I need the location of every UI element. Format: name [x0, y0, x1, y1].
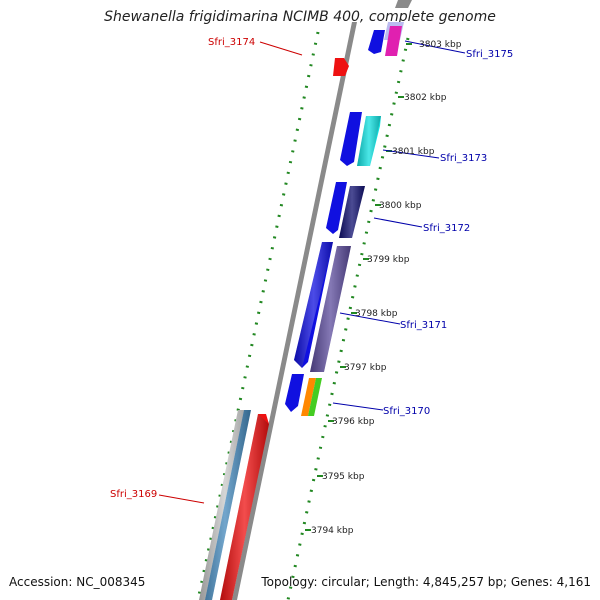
gene-orange-3170[interactable] — [301, 378, 316, 416]
ruler-ticks — [305, 43, 412, 531]
gene-label-sfri-3174[interactable]: Sfri_3174 — [208, 37, 255, 48]
leader-line-3173 — [382, 149, 440, 159]
gene-magenta-top[interactable] — [385, 26, 402, 56]
ruler-track-left — [196, 31, 320, 600]
ruler-label: 3798 kbp — [355, 309, 398, 319]
ruler-labels: 3803 kbp 3802 kbp 3801 kbp 3800 kbp 3799… — [311, 40, 462, 536]
leader-line-3174 — [259, 41, 303, 56]
ruler-label: 3801 kbp — [392, 147, 435, 157]
gene-shading — [199, 116, 381, 600]
gene-label-sfri-3171[interactable]: Sfri_3171 — [400, 320, 447, 331]
gene-labels: Sfri_3174 Sfri_3175 Sfri_3173 Sfri_3172 … — [110, 37, 513, 500]
ruler-label: 3800 kbp — [379, 201, 422, 211]
gene-blue-3172[interactable] — [326, 182, 347, 234]
gene-label-sfri-3169[interactable]: Sfri_3169 — [110, 489, 157, 500]
leader-line-3169 — [158, 494, 205, 504]
gene-label-sfri-3175[interactable]: Sfri_3175 — [466, 49, 513, 60]
gene-blue-top[interactable] — [368, 30, 385, 54]
gene-label-sfri-3173[interactable]: Sfri_3173 — [440, 153, 487, 164]
topology-label: Topology: circular; Length: 4,845,257 bp… — [261, 575, 591, 589]
ruler-label: 3802 kbp — [404, 93, 447, 103]
accession-label: Accession: NC_008345 — [9, 575, 146, 589]
genome-backbone-top-cap — [395, 0, 412, 8]
gene-blue-3173[interactable] — [340, 112, 362, 166]
ruler-label: 3803 kbp — [419, 40, 462, 50]
leader-line-3171 — [339, 312, 401, 325]
ruler-track-right — [286, 37, 410, 600]
ruler-label: 3796 kbp — [332, 417, 375, 427]
gene-label-sfri-3170[interactable]: Sfri_3170 — [383, 406, 430, 417]
ruler-label: 3799 kbp — [367, 255, 410, 265]
gene-red-small[interactable] — [333, 58, 349, 76]
leader-line-3175 — [404, 40, 466, 54]
ruler-label: 3795 kbp — [322, 472, 365, 482]
leader-line-3172 — [373, 217, 423, 228]
gene-label-sfri-3172[interactable]: Sfri_3172 — [423, 223, 470, 234]
ruler-label: 3797 kbp — [344, 363, 387, 373]
ruler-label: 3794 kbp — [311, 526, 354, 536]
leader-line-3170 — [332, 402, 384, 411]
gene-blue-3170[interactable] — [285, 374, 304, 412]
gene-green-3170[interactable] — [308, 378, 322, 416]
leader-lines — [158, 40, 466, 504]
genome-backbone — [232, 22, 357, 600]
map-title: Shewanella frigidimarina NCIMB 400, comp… — [104, 9, 496, 25]
